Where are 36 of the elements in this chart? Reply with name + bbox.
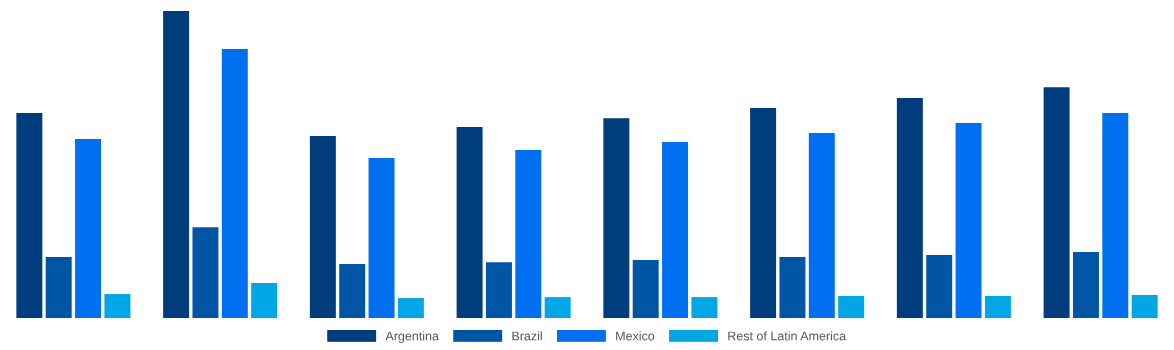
bar (662, 142, 689, 318)
bar (163, 11, 190, 318)
legend-label: Argentina (385, 331, 439, 343)
bar (750, 108, 777, 318)
bar (1072, 251, 1099, 318)
bar (75, 139, 102, 318)
bar (1102, 112, 1129, 318)
bar (397, 298, 424, 318)
bar (192, 227, 219, 318)
bar (926, 255, 953, 318)
bar (955, 123, 982, 318)
bar (544, 297, 571, 318)
bar (896, 97, 923, 318)
bar (104, 294, 131, 318)
bar (45, 256, 72, 318)
bar (984, 295, 1011, 318)
bar (838, 295, 865, 318)
bar (691, 297, 718, 318)
legend-label: Brazil (512, 331, 542, 341)
bar (603, 118, 630, 318)
bar (808, 132, 835, 318)
bar (485, 262, 512, 318)
bar (1043, 87, 1070, 318)
bar (221, 49, 248, 318)
bar (515, 150, 542, 318)
bar (632, 259, 659, 318)
bar (16, 112, 43, 318)
bar (779, 256, 806, 318)
legend-label: Rest of Latin America (728, 331, 847, 341)
legend-label: Mexico (616, 331, 655, 341)
bar (1131, 294, 1158, 318)
bar (309, 135, 336, 318)
bar (251, 283, 278, 318)
bar (456, 127, 483, 318)
bar (368, 158, 395, 318)
bar (339, 263, 366, 318)
